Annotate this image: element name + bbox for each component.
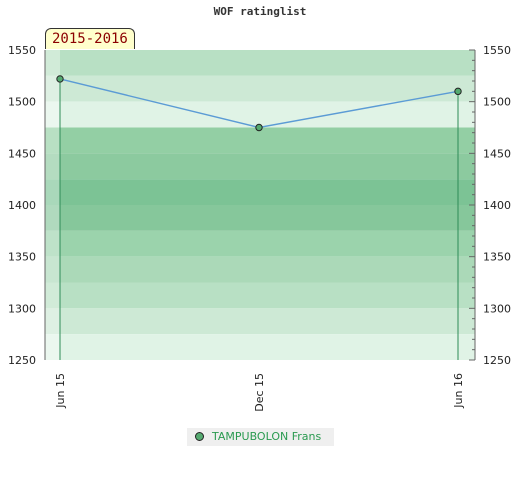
data-points — [56, 75, 462, 132]
plot-band-edge — [45, 50, 60, 76]
y-tick-label-left: 1300 — [8, 302, 36, 315]
legend[interactable]: TAMPUBOLON Frans — [187, 428, 334, 446]
plot-band-edge — [45, 205, 60, 231]
y-axis-left: 1250 1300 1350 1400 1450 1500 1550 — [8, 44, 46, 367]
plot-band-edge — [45, 127, 60, 154]
plot-band — [45, 179, 475, 205]
plot-band-edge — [45, 256, 60, 283]
chart-title: WOF ratinglist — [213, 5, 307, 18]
y-tick-label-left: 1500 — [8, 96, 36, 109]
plot-band — [45, 308, 475, 335]
legend-marker-icon — [195, 432, 204, 441]
y-tick-label-left: 1400 — [8, 199, 36, 212]
y-tick-label-right: 1550 — [483, 44, 511, 57]
y-tick-label-right: 1350 — [483, 251, 511, 264]
plot-band — [45, 230, 475, 257]
data-point — [255, 123, 263, 132]
y-tick-label-right: 1250 — [483, 354, 511, 367]
data-point — [56, 75, 64, 83]
data-point — [454, 87, 462, 96]
x-tick-label: Dec 15 — [253, 373, 266, 412]
plot-band — [45, 205, 475, 231]
drop-lines — [59, 78, 459, 360]
plot-band — [45, 75, 475, 102]
plot-band — [45, 127, 475, 154]
y-tick-label-right: 1450 — [483, 147, 511, 160]
plot-band — [45, 334, 475, 360]
plot-band — [45, 50, 475, 76]
plot-band-edge — [45, 101, 60, 128]
y-tick-label-right: 1500 — [483, 96, 511, 109]
plot-band — [45, 101, 475, 128]
legend-label: TAMPUBOLON Frans — [212, 430, 322, 443]
plot-band — [45, 256, 475, 283]
y-tick-label-right: 1400 — [483, 199, 511, 212]
plot-band — [45, 153, 475, 180]
x-tick-label: Jun 15 — [54, 373, 67, 409]
y-tick-label-right: 1300 — [483, 302, 511, 315]
plot-band-edge — [45, 153, 60, 180]
plot-band-edge — [45, 334, 60, 360]
plot-band-edge — [45, 75, 60, 102]
plot-background-bands — [45, 50, 475, 360]
y-axis-right: 1250 1300 1350 1400 1450 1500 1550 — [469, 44, 511, 367]
y-tick-label-left: 1450 — [8, 147, 36, 160]
y-tick-label-left: 1250 — [8, 354, 36, 367]
x-tick-label: Jun 16 — [452, 373, 465, 409]
period-badge: 2015-2016 — [45, 28, 135, 49]
plot-band — [45, 282, 475, 309]
plot-band-edge — [45, 230, 60, 257]
x-axis-labels: Jun 15 Dec 15 Jun 16 — [54, 373, 465, 412]
plot-band-edge — [45, 308, 60, 335]
y-tick-label-left: 1550 — [8, 44, 36, 57]
plot-band-edge — [45, 282, 60, 309]
y-tick-label-left: 1350 — [8, 251, 36, 264]
plot-band-edge — [45, 179, 60, 205]
